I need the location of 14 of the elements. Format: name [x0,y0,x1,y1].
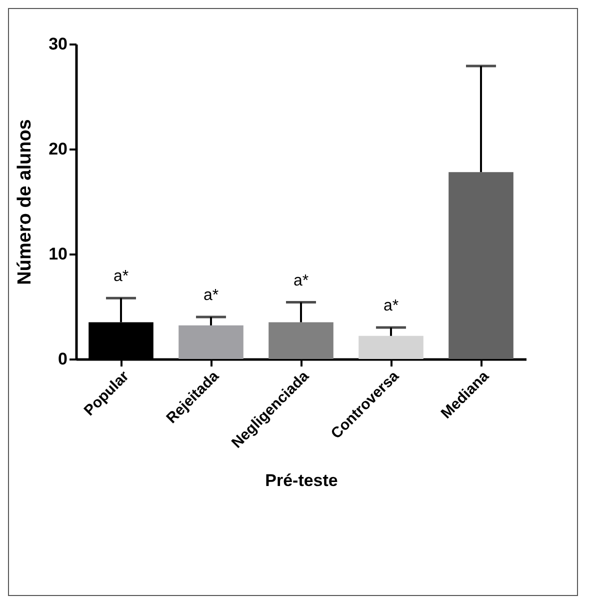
bar [448,172,514,359]
bar [268,322,334,359]
annotation: a* [113,268,129,286]
y-tick-label: 10 [48,244,68,264]
y-axis-title: Número de alunos [14,119,36,285]
annotation: a* [203,287,219,304]
y-tick-label: 0 [58,350,68,368]
x-axis-title: Pré-teste [265,471,338,490]
annotation: a* [293,272,309,290]
bar [178,325,244,359]
bar [358,336,424,359]
annotation: a* [383,298,399,314]
y-tick-label: 30 [48,34,68,54]
y-tick-label: 20 [48,140,68,158]
